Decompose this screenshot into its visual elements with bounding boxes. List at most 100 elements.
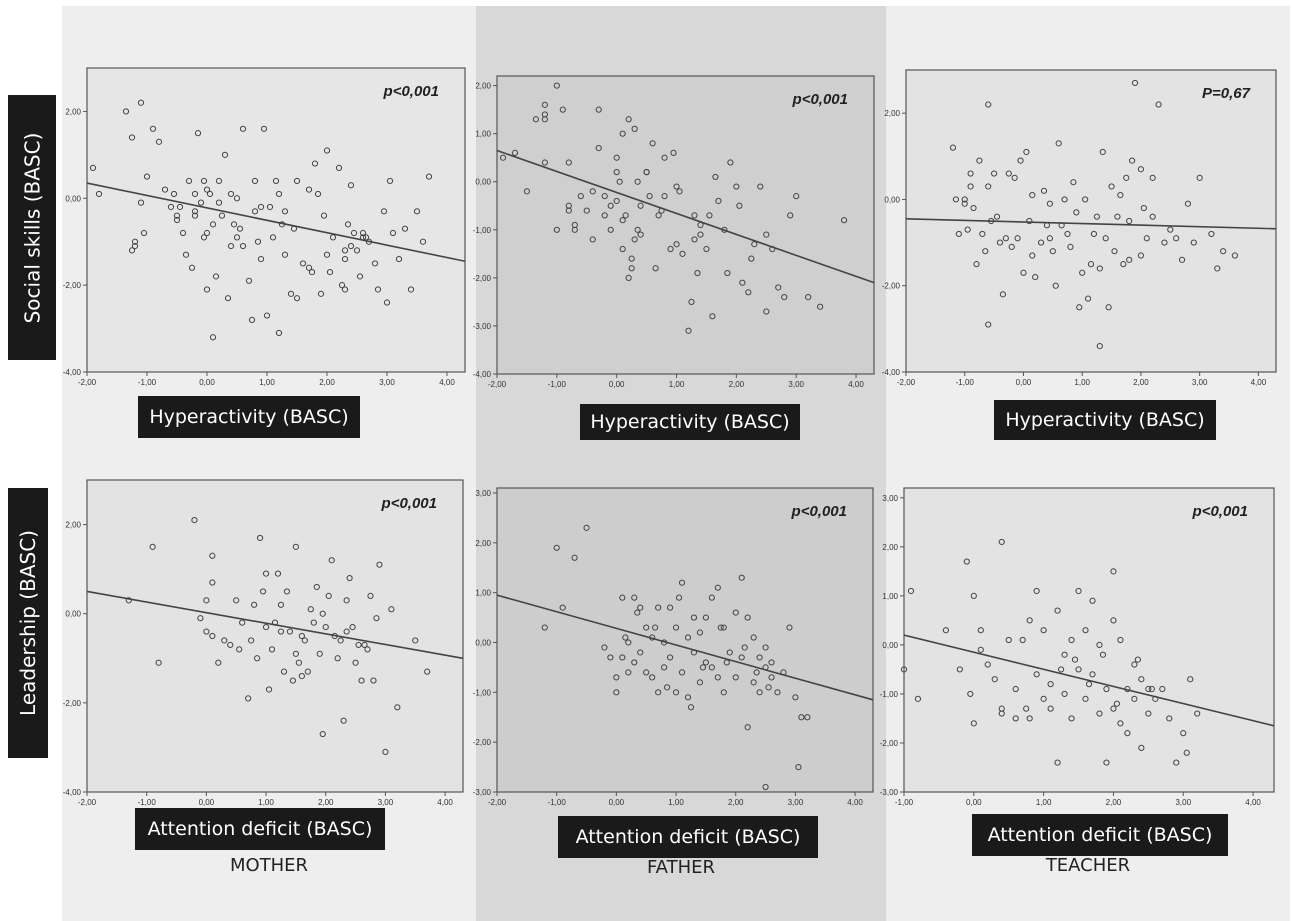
data-point — [251, 177, 259, 185]
data-point — [613, 689, 620, 696]
y-tick-label: 1,00 — [475, 589, 491, 598]
p-value-annotation: p<0,001 — [383, 83, 439, 100]
y-tick-label: -2,00 — [880, 739, 899, 748]
x-tick-label: 1,00 — [668, 798, 684, 807]
data-point — [1075, 666, 1082, 673]
data-point — [380, 208, 388, 215]
data-point — [622, 212, 629, 219]
data-point — [382, 748, 389, 755]
data-point — [1005, 636, 1012, 644]
data-point — [679, 250, 686, 257]
data-point — [998, 538, 1005, 546]
data-point — [1026, 715, 1033, 722]
plot-area — [86, 67, 466, 373]
data-point — [1075, 587, 1082, 595]
data-point — [1040, 695, 1047, 702]
data-point — [613, 197, 620, 205]
data-point — [631, 594, 638, 601]
y-tick-label: -2,00 — [473, 274, 492, 283]
data-point — [277, 628, 285, 635]
data-point — [914, 695, 922, 702]
data-point — [197, 199, 205, 206]
data-point — [646, 193, 653, 200]
data-point — [95, 190, 103, 198]
data-point — [209, 552, 216, 559]
data-point — [1096, 641, 1103, 649]
data-point — [798, 714, 805, 721]
data-point — [613, 674, 620, 681]
data-point — [687, 704, 695, 711]
scatter-plot-teacher-hyperactivity: -2,00 -1,00 0,00 1,00 2,00 3,00 4,00-4,00-2,00… — [882, 69, 1277, 387]
data-point — [251, 208, 259, 215]
data-point — [745, 289, 752, 296]
data-point — [364, 646, 371, 653]
data-point — [131, 242, 139, 250]
data-point — [649, 140, 656, 147]
data-point — [956, 666, 963, 673]
data-point — [1214, 265, 1221, 272]
data-point — [227, 641, 234, 649]
data-point — [149, 125, 157, 132]
data-point — [1047, 681, 1054, 688]
data-point — [571, 554, 578, 561]
data-point — [553, 82, 560, 89]
data-point — [523, 188, 531, 195]
data-point — [757, 183, 764, 190]
y-tick-label: 1,00 — [475, 130, 491, 139]
data-point — [355, 641, 362, 649]
data-point — [1117, 636, 1124, 644]
data-point — [1140, 204, 1147, 212]
data-point — [388, 606, 395, 613]
data-point — [1110, 705, 1117, 712]
x-tick-label: 0,00 — [609, 798, 625, 807]
data-point — [245, 277, 253, 284]
data-point — [343, 597, 350, 604]
regression-line — [86, 590, 464, 660]
data-point — [389, 229, 397, 237]
data-point — [753, 669, 760, 676]
y-tick-label: -2,00 — [63, 699, 82, 708]
data-point — [1061, 690, 1068, 698]
data-point — [256, 534, 264, 542]
data-point — [170, 190, 178, 198]
data-point — [619, 594, 626, 601]
data-point — [218, 212, 226, 219]
data-point — [328, 557, 335, 564]
data-point — [607, 226, 614, 233]
data-point — [952, 196, 960, 203]
data-point — [1155, 101, 1162, 108]
data-point — [751, 241, 758, 248]
data-point — [672, 624, 680, 631]
data-point — [631, 125, 638, 132]
data-point — [703, 245, 710, 253]
data-point — [272, 177, 280, 185]
data-point — [649, 674, 656, 681]
data-point — [161, 186, 169, 193]
data-point — [1178, 256, 1186, 263]
data-point — [194, 130, 202, 137]
data-point — [559, 604, 566, 611]
data-point — [89, 164, 97, 171]
data-point — [319, 610, 326, 617]
data-point — [1149, 213, 1156, 220]
data-point — [182, 251, 190, 258]
data-point — [736, 202, 743, 209]
p-value-annotation: P=0,67 — [1202, 85, 1251, 102]
data-point — [762, 644, 769, 651]
y-tick-label: 2,00 — [65, 107, 81, 116]
data-point — [1105, 304, 1112, 311]
data-point — [964, 226, 971, 233]
data-point — [702, 614, 709, 621]
plot-area — [496, 75, 875, 375]
data-point — [322, 623, 329, 631]
data-point — [203, 229, 211, 237]
data-point — [1052, 282, 1059, 289]
data-point — [804, 714, 811, 721]
data-point — [301, 637, 308, 644]
data-point — [625, 274, 632, 281]
data-point — [1008, 243, 1015, 250]
data-point — [1061, 196, 1068, 203]
data-point — [1012, 685, 1019, 693]
data-point — [1026, 217, 1033, 225]
y-tick-label: -1,00 — [880, 690, 899, 699]
